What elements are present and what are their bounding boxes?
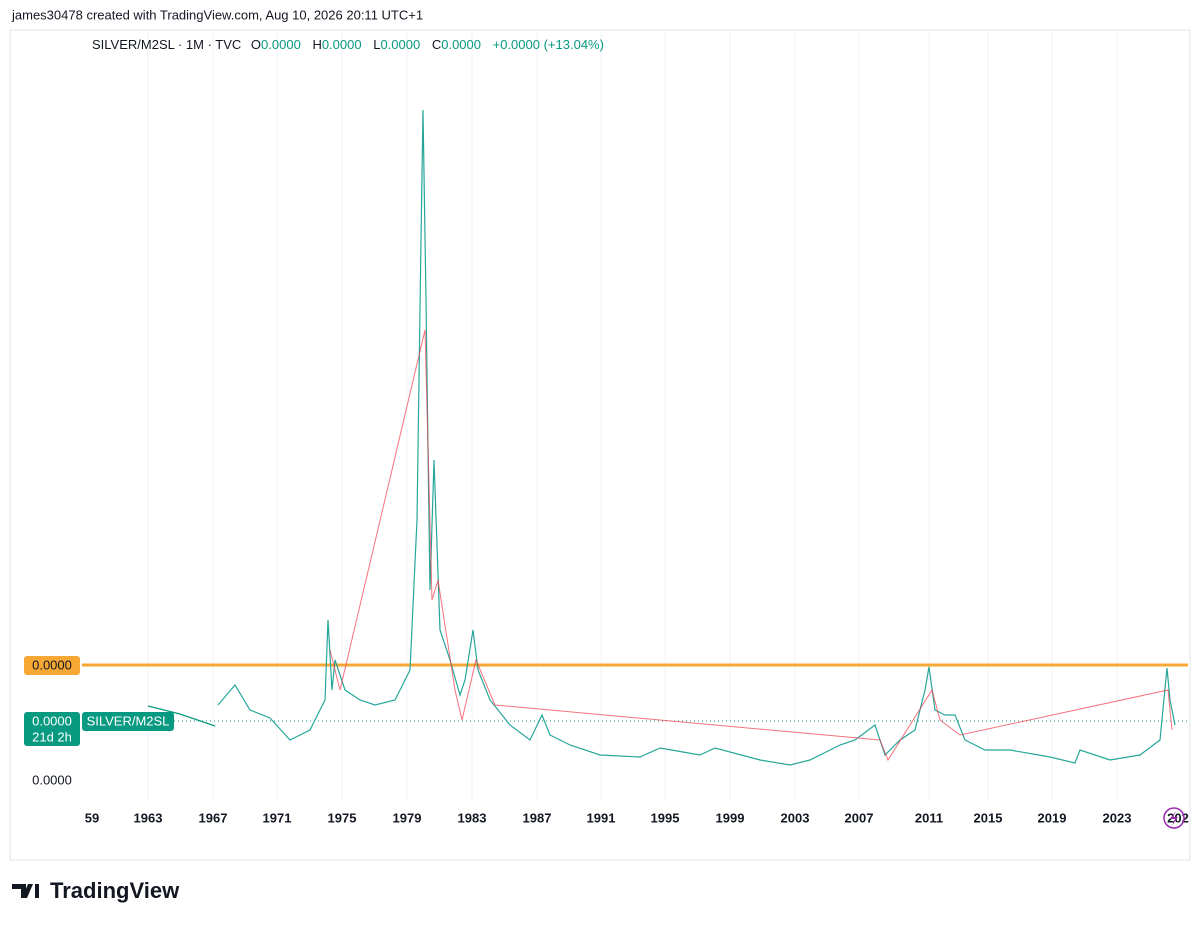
legend-symbol: SILVER/M2SL · 1M · TVC	[92, 37, 241, 52]
time-label: 202	[1167, 810, 1189, 825]
time-label: 1971	[263, 810, 292, 825]
time-axis: 59 1963 1967 1971 1975 1979 1983 1987 1991 1995 19…	[85, 810, 1189, 825]
time-label: 2011	[915, 810, 943, 825]
price-series	[217, 109, 1176, 766]
legend-high: 0.0000	[322, 37, 362, 52]
time-label: 1987	[523, 810, 552, 825]
last-price-label	[24, 712, 80, 746]
alert-price-label	[24, 656, 80, 675]
price-series	[147, 705, 216, 727]
legend-low-label: L	[373, 37, 380, 52]
series-tag: SILVER/M2SL	[87, 713, 170, 728]
time-label: 2019	[1038, 810, 1067, 825]
time-label: 1991	[587, 810, 616, 825]
time-label: 1963	[134, 810, 163, 825]
time-label: 1975	[328, 810, 357, 825]
time-label: 1995	[651, 810, 680, 825]
time-label: 1967	[199, 810, 228, 825]
chart-frame	[9, 29, 1191, 861]
time-label: 2007	[845, 810, 874, 825]
time-label: 2003	[781, 810, 810, 825]
alert-price: 0.0000	[32, 657, 72, 672]
countdown: 21d 2h	[32, 729, 72, 744]
legend-change: +0.0000 (+13.04%)	[493, 37, 604, 52]
time-label: 2023	[1103, 810, 1132, 825]
price-axis-label: 0.0000	[32, 772, 72, 787]
time-label: 1983	[458, 810, 487, 825]
last-price: 0.0000	[32, 713, 72, 728]
legend-high-label: H	[312, 37, 321, 52]
series-tag-box	[82, 712, 174, 731]
legend-close: 0.0000	[441, 37, 481, 52]
legend-open-label: O	[251, 37, 261, 52]
lightning-icon	[1170, 811, 1178, 826]
legend: SILVER/M2SL · 1M · TVC O0.0000 H0.0000 L…	[92, 37, 604, 52]
brand: TradingView	[50, 878, 180, 903]
time-label: 2015	[974, 810, 1003, 825]
price-series-down	[329, 329, 1173, 762]
time-label: 59	[85, 810, 99, 825]
lightning-button[interactable]	[1163, 807, 1185, 829]
legend-close-label: C	[432, 37, 441, 52]
attribution: james30478 created with TradingView.com,…	[11, 7, 423, 22]
legend-open: 0.0000	[261, 37, 301, 52]
time-label: 1979	[393, 810, 422, 825]
legend-low: 0.0000	[380, 37, 420, 52]
grid	[147, 30, 1118, 800]
time-label: 1999	[716, 810, 745, 825]
logo-mark	[12, 884, 39, 898]
